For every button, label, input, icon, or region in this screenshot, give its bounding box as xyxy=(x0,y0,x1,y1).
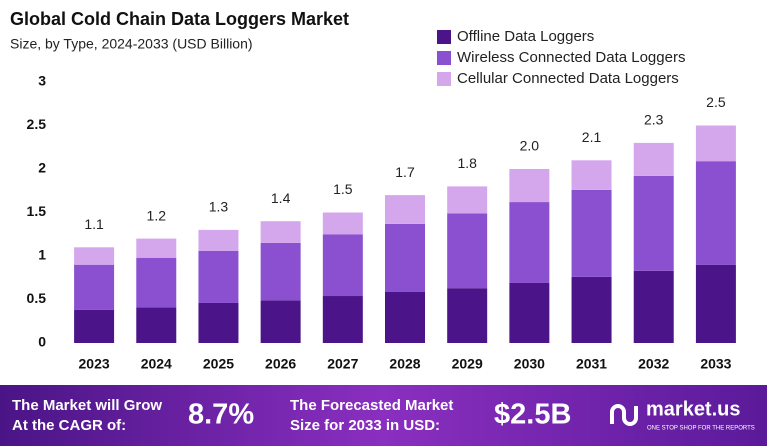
legend-label: Cellular Connected Data Loggers xyxy=(457,70,679,87)
total-label: 1.8 xyxy=(457,155,477,171)
bar-segment xyxy=(136,257,177,308)
chart-subtitle: Size, by Type, 2024-2033 (USD Billion) xyxy=(10,36,253,52)
footer-text: Size for 2033 in USD: xyxy=(290,417,440,434)
bar-segment xyxy=(260,242,301,301)
bar-segment xyxy=(198,229,239,251)
legend-swatch xyxy=(437,30,451,44)
y-tick-label: 1 xyxy=(38,247,46,263)
bar-segment xyxy=(136,307,177,343)
x-tick-label: 2029 xyxy=(452,356,483,372)
chart-title: Global Cold Chain Data Loggers Market xyxy=(10,9,349,29)
forecast-value: $2.5B xyxy=(494,399,571,431)
footer-text: The Market will Grow xyxy=(12,397,162,414)
bar-segment xyxy=(633,270,674,343)
x-tick-label: 2026 xyxy=(265,356,296,372)
x-tick-label: 2027 xyxy=(327,356,358,372)
bar-segment xyxy=(322,296,363,343)
footer-banner xyxy=(0,385,767,446)
total-label: 1.4 xyxy=(271,190,291,206)
legend-swatch xyxy=(437,72,451,86)
legend-label: Offline Data Loggers xyxy=(457,28,594,45)
cagr-value: 8.7% xyxy=(188,399,254,431)
bar-segment xyxy=(385,223,425,292)
bar-segment xyxy=(260,300,301,343)
x-tick-label: 2031 xyxy=(576,356,607,372)
x-tick-label: 2023 xyxy=(79,356,110,372)
total-label: 2.0 xyxy=(520,138,540,154)
bar-segment xyxy=(509,169,550,203)
y-tick-label: 3 xyxy=(38,73,46,89)
bar-segment xyxy=(322,234,363,297)
bar-segment xyxy=(633,142,674,176)
brand: market.us xyxy=(646,398,741,420)
bar-segment xyxy=(322,212,363,235)
bar-segment xyxy=(509,282,550,343)
y-tick-label: 1.5 xyxy=(27,203,47,219)
bar-segment xyxy=(633,175,674,271)
bar-segment xyxy=(447,213,488,289)
bar-segment xyxy=(385,195,425,224)
bar-segment xyxy=(74,264,115,310)
total-label: 1.2 xyxy=(147,207,167,223)
total-label: 1.5 xyxy=(333,181,353,197)
y-tick-label: 0 xyxy=(38,334,46,350)
x-tick-label: 2028 xyxy=(389,356,420,372)
x-tick-label: 2024 xyxy=(141,356,172,372)
x-tick-label: 2032 xyxy=(638,356,669,372)
bar-segment xyxy=(571,189,612,277)
total-label: 1.3 xyxy=(209,199,229,215)
bar-segment xyxy=(198,250,239,303)
bar-segment xyxy=(198,302,239,343)
y-tick-label: 2 xyxy=(38,160,46,176)
y-tick-label: 0.5 xyxy=(27,290,47,306)
total-label: 2.3 xyxy=(644,112,664,128)
bar-segment xyxy=(509,202,550,283)
tagline: ONE STOP SHOP FOR THE REPORTS xyxy=(647,426,755,432)
total-label: 1.7 xyxy=(395,164,415,180)
bar-segment xyxy=(571,160,612,190)
total-label: 2.1 xyxy=(582,129,602,145)
x-tick-label: 2025 xyxy=(203,356,234,372)
bar-segment xyxy=(74,309,115,343)
y-tick-label: 2.5 xyxy=(27,116,47,132)
legend-swatch xyxy=(437,51,451,65)
bar-segment xyxy=(571,276,612,343)
total-label: 1.1 xyxy=(84,216,104,232)
bar-segment xyxy=(447,186,488,214)
bar-segment xyxy=(447,288,488,343)
brand-logo xyxy=(610,404,638,426)
bar-segment xyxy=(385,291,425,343)
total-label: 2.5 xyxy=(706,94,726,110)
bar-segment xyxy=(695,161,736,265)
bar-segment xyxy=(74,247,115,265)
legend-label: Wireless Connected Data Loggers xyxy=(457,49,685,66)
bar-segment xyxy=(695,125,736,162)
footer-text: The Forecasted Market xyxy=(290,397,453,414)
x-tick-label: 2030 xyxy=(514,356,545,372)
bar-segment xyxy=(695,264,736,343)
bar-segment xyxy=(136,238,177,258)
bar-segment xyxy=(260,221,301,243)
footer-text: At the CAGR of: xyxy=(12,417,126,434)
x-tick-label: 2033 xyxy=(700,356,731,372)
